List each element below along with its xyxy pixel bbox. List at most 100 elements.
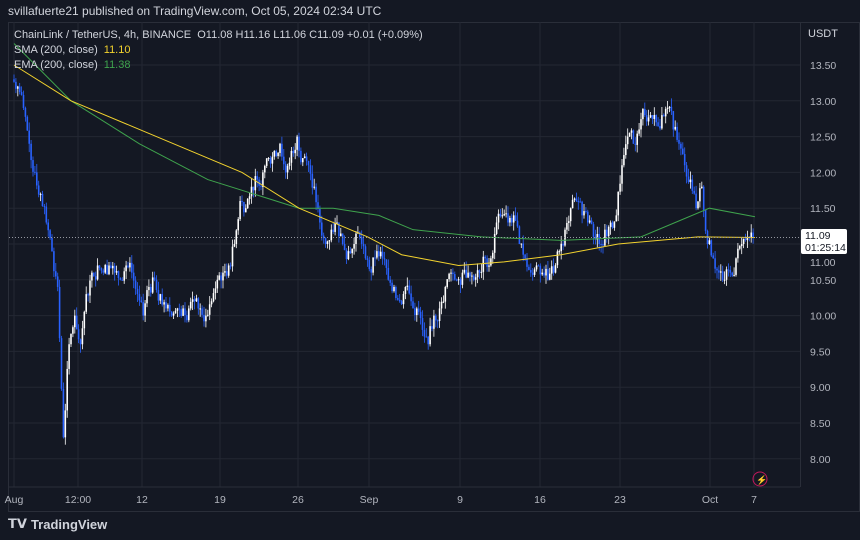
candle [85, 286, 87, 315]
candle [501, 208, 504, 219]
candle [613, 221, 616, 231]
candle [248, 192, 251, 205]
candle [178, 303, 181, 317]
candle [649, 111, 652, 119]
candle [136, 282, 139, 302]
candle [697, 201, 699, 210]
candle [77, 324, 80, 344]
candle [537, 264, 540, 267]
candle [271, 152, 274, 172]
candle [543, 266, 545, 278]
candle [438, 301, 441, 328]
candle [740, 237, 743, 255]
candle [243, 201, 245, 217]
candle [262, 169, 264, 196]
candle [193, 296, 196, 310]
candle [737, 243, 739, 263]
candle [53, 247, 55, 278]
candle [199, 303, 201, 317]
candle [51, 234, 53, 252]
candle [539, 263, 542, 283]
x-tick-label: Oct [702, 494, 718, 506]
candle [245, 204, 247, 213]
candle [269, 155, 272, 168]
candle [79, 338, 82, 353]
candle [750, 224, 752, 243]
candle [332, 221, 334, 235]
candle [98, 265, 101, 271]
candle [372, 257, 374, 276]
sma-label[interactable]: SMA (200, close) [14, 44, 98, 56]
candle [176, 307, 179, 318]
candle [657, 117, 659, 127]
candle [731, 271, 733, 278]
candle [170, 311, 173, 318]
candle [533, 267, 536, 278]
candle [560, 235, 562, 260]
candle [706, 229, 709, 249]
candle [594, 229, 597, 245]
candle [398, 293, 401, 303]
currency-label[interactable]: USDT [808, 28, 838, 40]
candle [733, 267, 735, 277]
candle [89, 274, 91, 303]
candle [592, 221, 595, 245]
y-tick-label: 13.50 [810, 60, 836, 72]
price-axis[interactable] [800, 22, 860, 487]
candle [463, 262, 466, 275]
candle [604, 224, 606, 247]
candle [129, 257, 131, 272]
candle [628, 132, 631, 137]
candle [336, 215, 338, 225]
candle [279, 142, 281, 157]
candle [490, 255, 492, 267]
candle [471, 271, 473, 285]
candle [718, 265, 720, 280]
ema-label[interactable]: EMA (200, close) [14, 59, 98, 71]
candle [343, 235, 346, 251]
candle [562, 240, 564, 251]
candle [150, 283, 152, 297]
candle [433, 309, 435, 337]
candle [408, 280, 410, 295]
y-tick-label: 13.00 [810, 96, 836, 108]
x-tick-label: 9 [457, 494, 463, 506]
candle [522, 235, 524, 262]
candle [142, 293, 144, 321]
ema-line [13, 43, 756, 241]
candle [554, 263, 557, 274]
candle [723, 271, 726, 285]
candle [87, 292, 89, 302]
x-tick-label: 19 [214, 494, 226, 506]
candle [549, 267, 551, 281]
y-tick-label: 10.00 [810, 311, 836, 323]
candle [558, 249, 561, 255]
candle [746, 230, 749, 249]
x-tick-label: 23 [614, 494, 626, 506]
candle [188, 305, 190, 323]
lightning-alert-icon[interactable] [752, 471, 768, 487]
candle [273, 150, 276, 160]
candle [184, 302, 186, 323]
candle [229, 262, 232, 270]
candle [224, 263, 226, 277]
candle [666, 101, 669, 114]
candle [739, 244, 741, 251]
candle [410, 285, 412, 306]
candle [265, 158, 268, 169]
candle [203, 306, 205, 327]
candle [113, 262, 116, 281]
candle [752, 228, 754, 244]
candle [587, 209, 589, 227]
candle [207, 309, 209, 317]
candle [338, 222, 340, 243]
candle [676, 122, 678, 143]
candle [393, 284, 395, 293]
candle [735, 257, 737, 277]
candle [645, 110, 648, 127]
candle [305, 152, 308, 166]
brand-name[interactable]: TradingView [30, 516, 108, 532]
y-tick-label: 8.50 [810, 418, 831, 430]
symbol-title[interactable]: ChainLink / TetherUS, 4h, BINANCE [14, 29, 192, 41]
